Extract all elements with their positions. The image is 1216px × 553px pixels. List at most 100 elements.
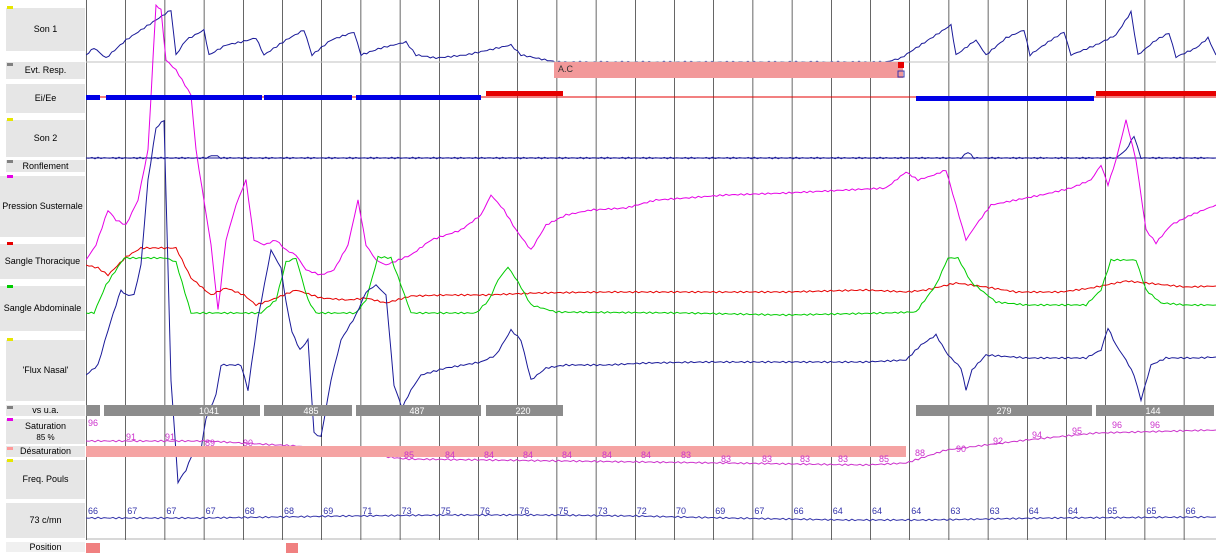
vs-bar bbox=[104, 405, 260, 416]
vs-bar bbox=[86, 405, 100, 416]
pulse-value: 72 bbox=[637, 506, 647, 516]
channel-label-thorax[interactable]: Sangle Thoracique bbox=[0, 244, 85, 280]
flux-marker bbox=[7, 338, 13, 341]
abdomen-trace bbox=[86, 255, 1216, 317]
saturation-value: 83 bbox=[800, 454, 810, 464]
vs-value: 279 bbox=[996, 406, 1011, 416]
channel-label-abdomen[interactable]: Sangle Abdominale bbox=[0, 286, 85, 332]
signal-plot-area[interactable]: 1041 485 487 220 279 144 96 91 91 89 90 85 84 84 84 84… bbox=[86, 0, 1216, 553]
saturation-value: 91 bbox=[165, 432, 175, 442]
vs-value: 1041 bbox=[199, 406, 219, 416]
pulse-value: 63 bbox=[990, 506, 1000, 516]
son2-marker bbox=[7, 118, 13, 121]
channel-label-evt-resp[interactable]: Evt. Resp. bbox=[6, 62, 85, 80]
pulse-value: 69 bbox=[715, 506, 725, 516]
ronflement-marker bbox=[7, 160, 13, 163]
channel-label-desaturation[interactable]: Désaturation bbox=[6, 446, 85, 458]
vs-bar bbox=[916, 405, 1092, 416]
thorax-marker bbox=[7, 242, 13, 245]
vs-bar bbox=[264, 405, 352, 416]
saturation-value: 90 bbox=[243, 438, 253, 448]
saturation-trace bbox=[86, 429, 1216, 467]
saturation-value: 84 bbox=[523, 450, 533, 460]
vs-bar bbox=[356, 405, 481, 416]
pulse-values: 66 67 67 67 68 68 69 71 73 75 76 76 75 73 72 70 69 67 66 64… bbox=[88, 506, 1196, 516]
thorax-trace bbox=[86, 246, 1216, 307]
son1-trace bbox=[86, 9, 1216, 64]
vs-value: 487 bbox=[409, 406, 424, 416]
eiee-segment bbox=[916, 96, 1094, 101]
pulse-value: 64 bbox=[1029, 506, 1039, 516]
pulse-value: 69 bbox=[323, 506, 333, 516]
channel-label-pression[interactable]: Pression Susternale bbox=[0, 176, 85, 238]
saturation-value: 83 bbox=[681, 450, 691, 460]
channel-label-position[interactable]: Position bbox=[6, 542, 85, 553]
saturation-value: 90 bbox=[956, 444, 966, 454]
channel-label-vs[interactable]: vs u.a. bbox=[6, 405, 85, 417]
pulse-value: 75 bbox=[558, 506, 568, 516]
flux-trace bbox=[86, 119, 1216, 485]
channel-label-flux-nasal[interactable]: 'Flux Nasal' bbox=[6, 340, 85, 402]
pulse-value: 67 bbox=[166, 506, 176, 516]
saturation-value: 92 bbox=[993, 436, 1003, 446]
saturation-value: 83 bbox=[838, 454, 848, 464]
vs-value: 220 bbox=[515, 406, 530, 416]
evt-resp-marker bbox=[7, 63, 13, 66]
saturation-value: 83 bbox=[721, 454, 731, 464]
saturation-value: 94 bbox=[1032, 430, 1042, 440]
pulse-value: 67 bbox=[127, 506, 137, 516]
vs-marker bbox=[7, 406, 13, 409]
pulse-value: 64 bbox=[911, 506, 921, 516]
pulse-value: 70 bbox=[676, 506, 686, 516]
pulse-value: 64 bbox=[833, 506, 843, 516]
pulse-value: 65 bbox=[1107, 506, 1117, 516]
saturation-values: 96 91 91 89 90 85 84 84 84 84 84 84 83 83 83 83 83 85 88 90… bbox=[88, 418, 1160, 464]
son1-marker bbox=[7, 6, 13, 9]
vs-values: 1041 485 487 220 279 144 bbox=[199, 406, 1161, 416]
pulse-value: 66 bbox=[1186, 506, 1196, 516]
pulse-marker bbox=[7, 459, 13, 462]
channel-label-son2[interactable]: Son 2 bbox=[6, 120, 85, 158]
pulse-value: 73 bbox=[402, 506, 412, 516]
pression-trace bbox=[86, 3, 1216, 310]
saturation-value: 83 bbox=[762, 454, 772, 464]
pulse-value: 71 bbox=[362, 506, 372, 516]
abdomen-marker bbox=[7, 285, 13, 288]
channel-label-pulse[interactable]: Freq. Pouls bbox=[6, 460, 85, 500]
pulse-value: 64 bbox=[872, 506, 882, 516]
event-ac-bar bbox=[554, 62, 903, 78]
saturation-current-value: 85 % bbox=[36, 432, 55, 442]
pulse-trace bbox=[86, 513, 1216, 522]
eiee-segment bbox=[356, 95, 481, 100]
pulse-value: 68 bbox=[284, 506, 294, 516]
pulse-value: 64 bbox=[1068, 506, 1078, 516]
pulse-value: 65 bbox=[1146, 506, 1156, 516]
pulse-value: 68 bbox=[245, 506, 255, 516]
channel-label-eiee[interactable]: Ei/Ee bbox=[6, 84, 85, 114]
saturation-value: 89 bbox=[205, 438, 215, 448]
position-marker-2 bbox=[286, 543, 298, 553]
pulse-value: 73 bbox=[598, 506, 608, 516]
vs-value: 144 bbox=[1145, 406, 1160, 416]
channel-label-ronflement[interactable]: Ronflement bbox=[6, 160, 85, 173]
pulse-value: 66 bbox=[794, 506, 804, 516]
eiee-segment bbox=[1096, 91, 1216, 96]
pulse-value: 67 bbox=[206, 506, 216, 516]
saturation-marker bbox=[7, 418, 13, 421]
saturation-value: 84 bbox=[445, 450, 455, 460]
saturation-value: 95 bbox=[1072, 426, 1082, 436]
desaturation-bar bbox=[86, 446, 906, 457]
event-ac-label: A.C bbox=[558, 64, 574, 74]
eiee-segment bbox=[264, 95, 352, 100]
saturation-value: 96 bbox=[1112, 420, 1122, 430]
saturation-value: 85 bbox=[879, 454, 889, 464]
saturation-value: 91 bbox=[126, 432, 136, 442]
channel-label-son1[interactable]: Son 1 bbox=[6, 8, 85, 52]
channel-labels: Son 1 Evt. Resp. Ei/Ee Son 2 Ronflement … bbox=[0, 0, 85, 553]
son2-trace bbox=[86, 135, 1216, 160]
desaturation-marker bbox=[7, 447, 13, 450]
saturation-value: 96 bbox=[1150, 420, 1160, 430]
channel-label-saturation[interactable]: Saturation 85 % bbox=[6, 419, 85, 445]
pression-marker bbox=[7, 175, 13, 178]
pulse-value: 66 bbox=[88, 506, 98, 516]
